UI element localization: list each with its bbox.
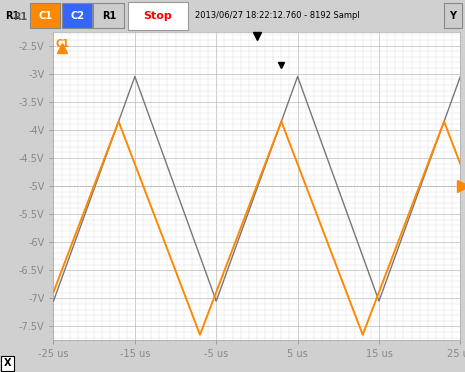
Text: Y: Y bbox=[449, 11, 457, 21]
FancyBboxPatch shape bbox=[128, 1, 188, 30]
Text: R1: R1 bbox=[6, 11, 20, 21]
Text: C2: C2 bbox=[70, 11, 84, 21]
Text: R1: R1 bbox=[102, 11, 116, 21]
Text: Stop: Stop bbox=[144, 11, 173, 21]
FancyBboxPatch shape bbox=[444, 3, 462, 29]
Text: X: X bbox=[4, 358, 11, 368]
Text: C1: C1 bbox=[55, 39, 69, 49]
FancyBboxPatch shape bbox=[62, 3, 92, 29]
Text: C1: C1 bbox=[39, 11, 53, 21]
Text: R1: R1 bbox=[13, 12, 27, 22]
FancyBboxPatch shape bbox=[30, 3, 60, 29]
Text: 2013/06/27 18:22:12.760 - 8192 Sampl: 2013/06/27 18:22:12.760 - 8192 Sampl bbox=[195, 11, 360, 20]
FancyBboxPatch shape bbox=[93, 3, 124, 29]
